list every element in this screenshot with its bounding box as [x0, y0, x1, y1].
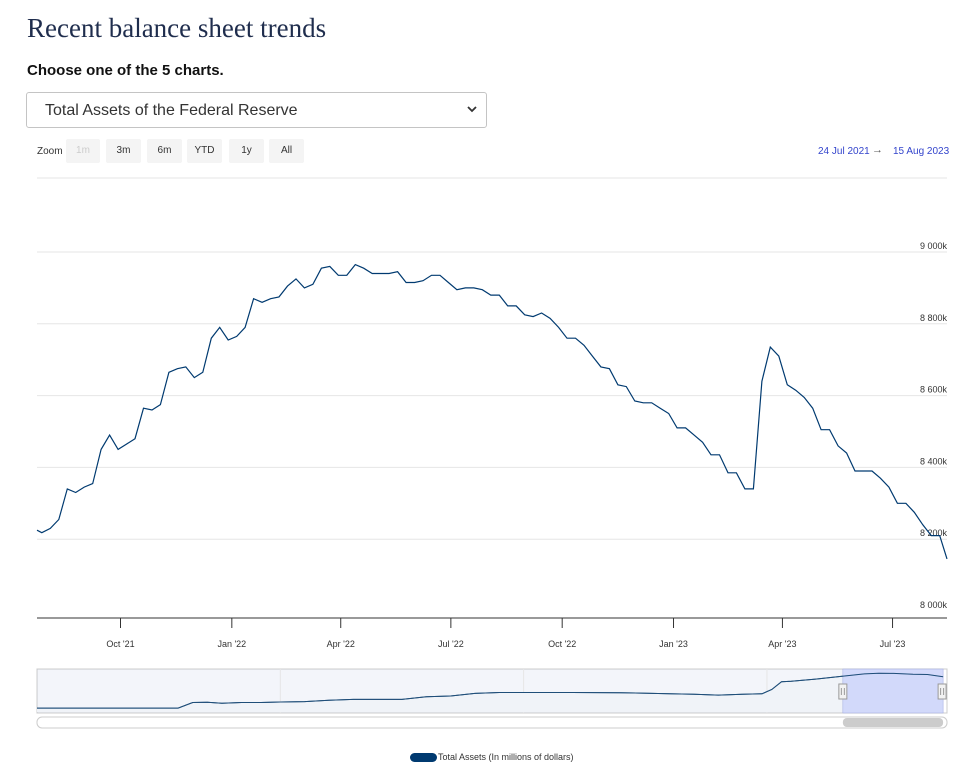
x-tick-label: Jul '22: [438, 639, 464, 649]
navigator-area: [37, 673, 944, 712]
navigator-series-line-selected: [37, 672, 944, 709]
x-tick-label: Apr '22: [327, 639, 355, 649]
legend-label: Total Assets (In millions of dollars): [438, 752, 574, 762]
scrollbar-thumb[interactable]: [842, 718, 944, 727]
zoom-ytd-button[interactable]: YTD: [187, 139, 222, 163]
series-line-total-assets: [36, 263, 948, 560]
zoom-label: Zoom: [37, 146, 63, 157]
zoom-6m-button[interactable]: 6m: [147, 139, 182, 163]
handle-grip[interactable]: [838, 683, 848, 700]
y-tick-label: 9 000k: [920, 241, 948, 251]
x-tick-label: Oct '22: [548, 639, 576, 649]
navigator-handle-right[interactable]: [937, 683, 947, 700]
y-tick-label: 8 600k: [920, 385, 948, 395]
page-title: Recent balance sheet trends: [27, 13, 327, 43]
y-tick-label: 8 400k: [920, 456, 948, 466]
x-tick-label: Oct '21: [106, 639, 134, 649]
navigator-selection[interactable]: [842, 668, 944, 714]
x-tick-label: Apr '23: [768, 639, 796, 649]
chart-chooser-label: Choose one of the 5 charts.: [27, 62, 224, 79]
navigator-handle-left[interactable]: [838, 683, 848, 700]
chart-select[interactable]: Total Assets of the Federal Reserve: [26, 92, 487, 128]
y-tick-label: 8 800k: [920, 313, 948, 323]
chart-select-value: Total Assets of the Federal Reserve: [45, 102, 298, 119]
y-tick-label: 8 200k: [920, 528, 948, 538]
zoom-all-button[interactable]: All: [269, 139, 304, 163]
legend-symbol: [410, 753, 437, 762]
handle-grip[interactable]: [937, 683, 947, 700]
x-tick-label: Jul '23: [880, 639, 906, 649]
range-to[interactable]: 15 Aug 2023: [893, 146, 950, 157]
x-tick-label: Jan '22: [217, 639, 246, 649]
range-arrow: →: [872, 144, 883, 156]
range-from[interactable]: 24 Jul 2021: [818, 146, 870, 157]
zoom-1m-button[interactable]: 1m: [66, 139, 100, 163]
zoom-3m-button[interactable]: 3m: [106, 139, 141, 163]
y-tick-label: 8 000k: [920, 600, 948, 610]
zoom-1y-button[interactable]: 1y: [229, 139, 264, 163]
scrollbar-track[interactable]: [36, 716, 948, 729]
chevron-down-icon: [467, 106, 477, 113]
x-tick-label: Jan '23: [659, 639, 688, 649]
